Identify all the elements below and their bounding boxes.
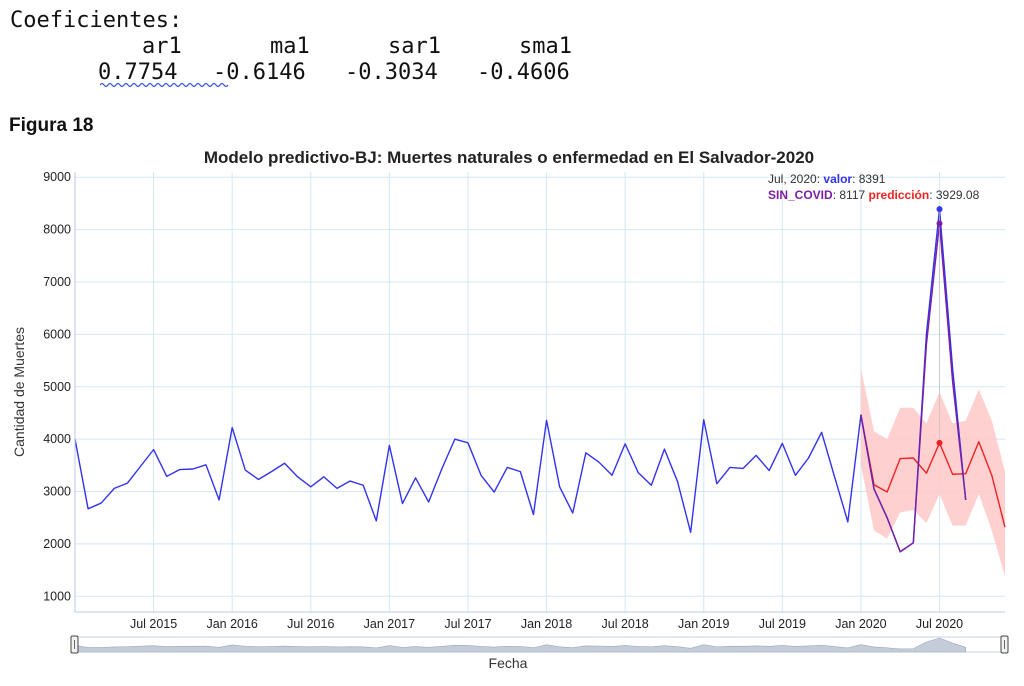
grid-lines [75, 172, 1005, 612]
x-axis-label: Fecha [489, 655, 528, 671]
chart-title: Modelo predictivo-BJ: Muertes naturales … [204, 148, 814, 167]
x-tick-label: Jan 2019 [678, 617, 729, 631]
coef-name-sma1: sma1 [519, 34, 572, 59]
hover-date: Jul, 2020: [768, 172, 820, 186]
hover-valor-value: 8391 [859, 172, 886, 186]
coef-name-ar1: ar1 [142, 34, 182, 59]
y-tick-label: 3000 [43, 485, 71, 499]
range-slider[interactable] [70, 635, 1009, 654]
x-tick-label: Jan 2016 [206, 617, 257, 631]
x-tick-label: Jan 2018 [521, 617, 572, 631]
x-tick-label: Jan 2020 [835, 617, 886, 631]
prediction-band [860, 368, 1005, 577]
series-valor [74, 208, 967, 553]
y-tick-label: 2000 [43, 537, 71, 551]
y-tick-label: 4000 [43, 432, 71, 446]
coef-value-ar1: 0.7754 [98, 60, 178, 85]
hover-line-1: Jul, 2020: valor: 8391 [768, 172, 886, 186]
hover-prediccion-value: 3929.08 [936, 188, 980, 202]
marker-valor [936, 206, 943, 213]
hover-sin-covid-value: 8117 [839, 188, 865, 202]
series-lines [74, 208, 1006, 553]
y-tick-label: 9000 [43, 170, 71, 184]
coef-name-sar1: sar1 [388, 34, 441, 59]
hover-line-2: SIN_COVID: 8117 predicción: 3929.08 [768, 188, 980, 202]
hover-sin-covid-label: SIN_COVID [768, 188, 833, 202]
x-tick-label: Jul 2015 [130, 617, 177, 631]
prediction-interval [860, 368, 1005, 577]
x-tick-label: Jul 2019 [759, 617, 806, 631]
x-tick-label: Jul 2020 [916, 617, 963, 631]
series-sin-covid [860, 222, 967, 553]
series-prediccion [860, 414, 1006, 528]
x-tick-label: Jul 2018 [602, 617, 649, 631]
hover-tooltip: Jul, 2020: valor: 8391 SIN_COVID: 8117 p… [768, 172, 980, 202]
coef-value-ma1: -0.6146 [213, 60, 306, 85]
y-tick-label: 8000 [43, 223, 71, 237]
coef-name-ma1: ma1 [270, 34, 310, 59]
x-tick-label: Jan 2017 [364, 617, 415, 631]
marker-prediccion [936, 439, 943, 446]
coef-value-sar1: -0.3034 [345, 60, 438, 85]
marker-sin-covid [936, 220, 943, 227]
coefficients-title: Coeficientes: [10, 8, 183, 33]
x-tick-label: Jul 2016 [287, 617, 334, 631]
y-tick-label: 7000 [43, 275, 71, 289]
y-axis-label: Cantidad de Muertes [11, 327, 27, 457]
spellcheck-underline [100, 82, 229, 88]
tick-labels: 1000 2000 3000 4000 5000 6000 7000 8000 9000 Jul … [43, 170, 963, 631]
hover-markers [936, 206, 943, 446]
hover-valor-label: valor [823, 172, 852, 186]
axes [74, 172, 1005, 613]
y-tick-label: 5000 [43, 380, 71, 394]
hover-prediccion-label: predicción [869, 188, 930, 202]
x-tick-label: Jul 2017 [444, 617, 491, 631]
figure-label: Figura 18 [9, 115, 94, 136]
coef-value-sma1: -0.4606 [477, 60, 570, 85]
range-slider-preview [74, 637, 967, 653]
y-tick-label: 1000 [43, 589, 71, 603]
y-tick-label: 6000 [43, 327, 71, 341]
